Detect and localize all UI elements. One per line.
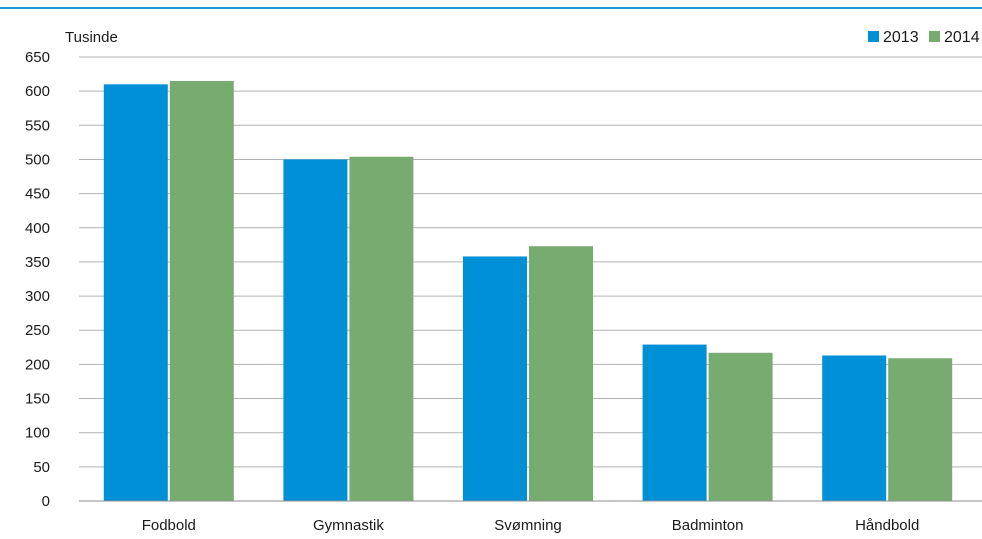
bar-2013-håndbold (822, 355, 887, 501)
bar-2014-badminton (708, 352, 773, 501)
y-tick-label: 50 (33, 459, 50, 476)
x-tick-label: Badminton (672, 517, 744, 534)
y-tick-label: 550 (25, 117, 50, 134)
legend: 2013 2014 (868, 29, 980, 46)
y-unit-label: Tusinde (65, 29, 118, 46)
y-tick-label: 250 (25, 322, 50, 339)
y-tick-label: 600 (25, 83, 50, 100)
legend-label-2013: 2013 (883, 29, 919, 46)
x-tick-label: Fodbold (142, 517, 196, 534)
y-tick-label: 0 (42, 493, 50, 510)
y-tick-label: 200 (25, 356, 50, 373)
y-tick-label: 100 (25, 425, 50, 442)
x-tick-label: Håndbold (855, 517, 919, 534)
y-tick-label: 400 (25, 220, 50, 237)
bar-2013-svømning (463, 256, 527, 501)
y-tick-label: 500 (25, 151, 50, 168)
x-tick-label: Gymnastik (313, 517, 384, 534)
y-axis: 0 50 100 150 200 250 300 350 400 450 500 550 600 650 (25, 49, 50, 510)
y-tick-label: 150 (25, 391, 50, 408)
bar-2013-badminton (642, 344, 707, 501)
bar-2014-håndbold (888, 358, 953, 501)
legend-swatch-2014 (929, 31, 940, 42)
y-tick-label: 300 (25, 288, 50, 305)
bar-2014-svømning (529, 246, 593, 501)
bar-2013-gymnastik (283, 159, 348, 501)
y-tick-label: 650 (25, 49, 50, 66)
legend-swatch-2013 (868, 31, 879, 42)
x-axis: Fodbold Gymnastik Svømning Badminton Håndbol… (79, 500, 982, 534)
y-tick-label: 350 (25, 254, 50, 271)
bar-2013-fodbold (103, 84, 168, 502)
x-tick-label: Svømning (494, 517, 562, 534)
y-tick-label: 450 (25, 186, 50, 203)
legend-label-2014: 2014 (944, 29, 980, 46)
bars (103, 80, 953, 502)
bar-2014-gymnastik (349, 156, 414, 501)
bar-2014-fodbold (169, 80, 234, 502)
